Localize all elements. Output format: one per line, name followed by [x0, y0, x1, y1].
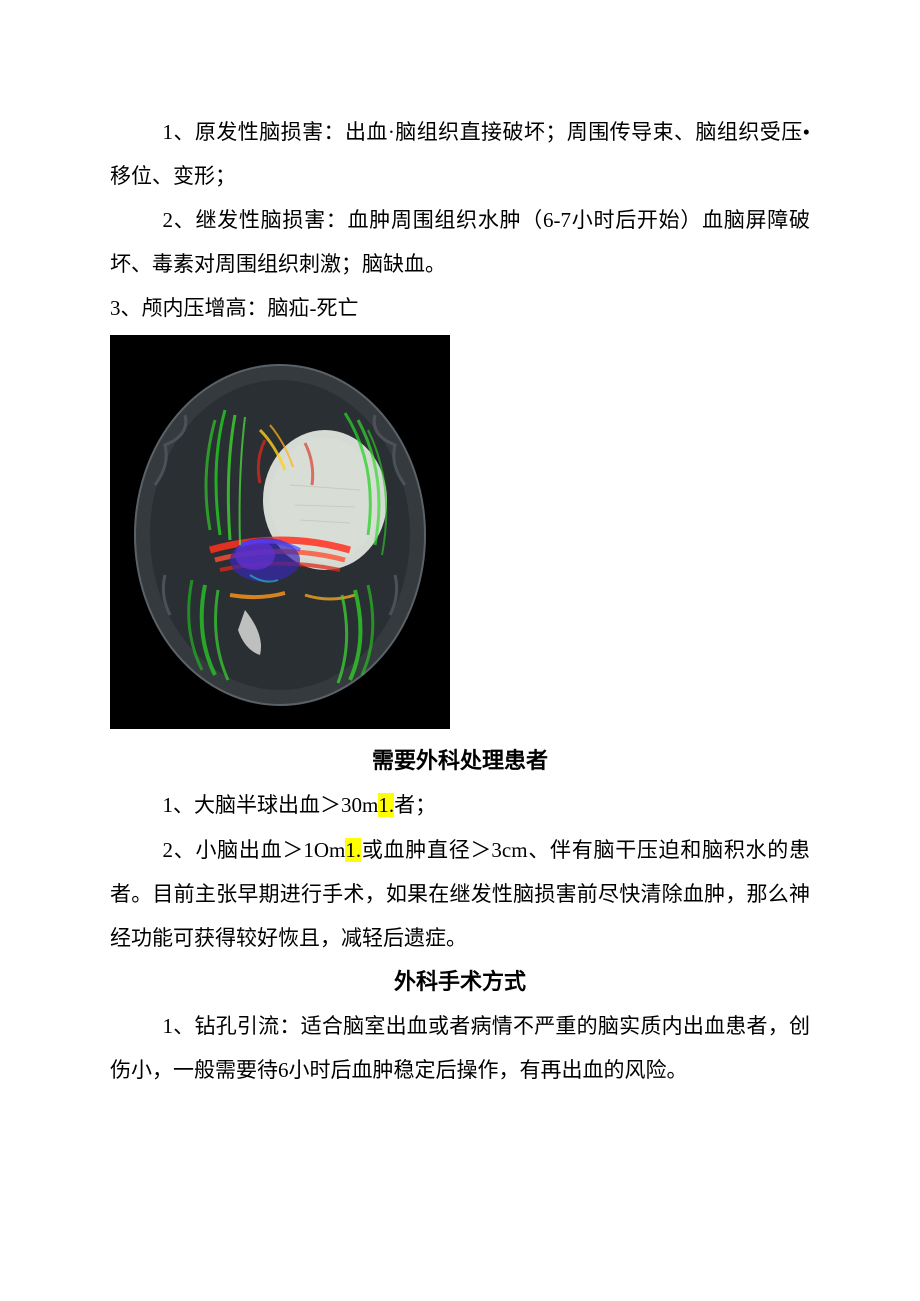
highlight-span: 1. [378, 793, 394, 817]
document-page: 1、原发性脑损害：出血·脑组织直接破坏；周围传导束、脑组织受压•移位、变形； 2… [0, 0, 920, 1092]
brain-dti-image [110, 335, 450, 729]
paragraph-3: 3、颅内压增高：脑疝-死亡 [110, 286, 810, 330]
surgical-item-1: 1、大脑半球出血＞30m1.者； [110, 783, 810, 827]
text-span: 者； [394, 793, 436, 817]
heading-surgical-methods: 外科手术方式 [110, 960, 810, 1004]
text-span: 1、大脑半球出血＞30m [163, 793, 379, 817]
text-span: 2、小脑出血＞1Om [163, 838, 346, 862]
highlight-span: 1. [345, 838, 361, 862]
paragraph-1: 1、原发性脑损害：出血·脑组织直接破坏；周围传导束、脑组织受压•移位、变形； [110, 110, 810, 198]
surgical-item-2: 2、小脑出血＞1Om1.或血肿直径＞3cm、伴有脑干压迫和脑积水的患者。目前主张… [110, 828, 810, 960]
brain-svg [110, 335, 450, 729]
method-item-1: 1、钻孔引流：适合脑室出血或者病情不严重的脑实质内出血患者，创伤小，一般需要待6… [110, 1004, 810, 1092]
heading-surgical-patients: 需要外科处理患者 [110, 739, 810, 783]
paragraph-2: 2、继发性脑损害：血肿周围组织水肿（6-7小时后开始）血脑屏障破坏、毒素对周围组… [110, 198, 810, 286]
